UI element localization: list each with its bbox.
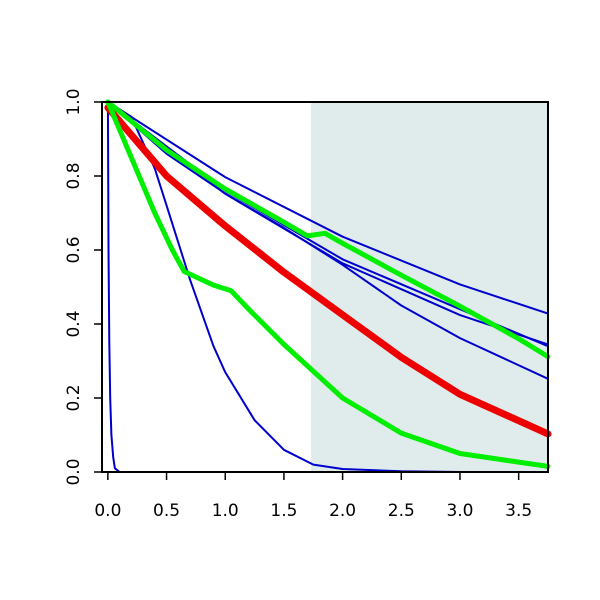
x-tick-label: 1.5 — [270, 501, 297, 521]
series-line-4 — [106, 101, 549, 380]
series-line-6 — [106, 101, 549, 473]
y-tick-label: 0.2 — [64, 384, 84, 411]
series-line-7 — [104, 104, 552, 438]
x-tick-label: 0.5 — [153, 501, 180, 521]
x-tick-label: 0.0 — [94, 501, 121, 521]
shaded-region — [310, 102, 548, 472]
x-tick-label: 1.0 — [212, 501, 239, 521]
y-tick-label: 0.0 — [64, 458, 84, 485]
series-line-8 — [105, 99, 551, 360]
y-tick-label: 1.0 — [64, 88, 84, 115]
series-layer — [104, 99, 552, 473]
series-line-9 — [105, 99, 551, 469]
y-tick-label: 0.8 — [64, 162, 84, 189]
series-line-5 — [106, 101, 549, 473]
series-line-1 — [106, 101, 549, 315]
x-tick-label: 3.0 — [446, 501, 473, 521]
x-tick-label: 2.0 — [329, 501, 356, 521]
shaded-region-layer — [310, 102, 548, 472]
x-tick-label: 3.5 — [505, 501, 532, 521]
y-tick-label: 0.4 — [64, 310, 84, 337]
y-tick-label: 0.6 — [64, 236, 84, 263]
axis-layer: 0.0 0.5 1.0 1.5 2.0 2.5 3.0 3.5 0.0 0.2 0.4 0.6 0.8 1… — [64, 88, 549, 521]
x-tick-label: 2.5 — [388, 501, 415, 521]
